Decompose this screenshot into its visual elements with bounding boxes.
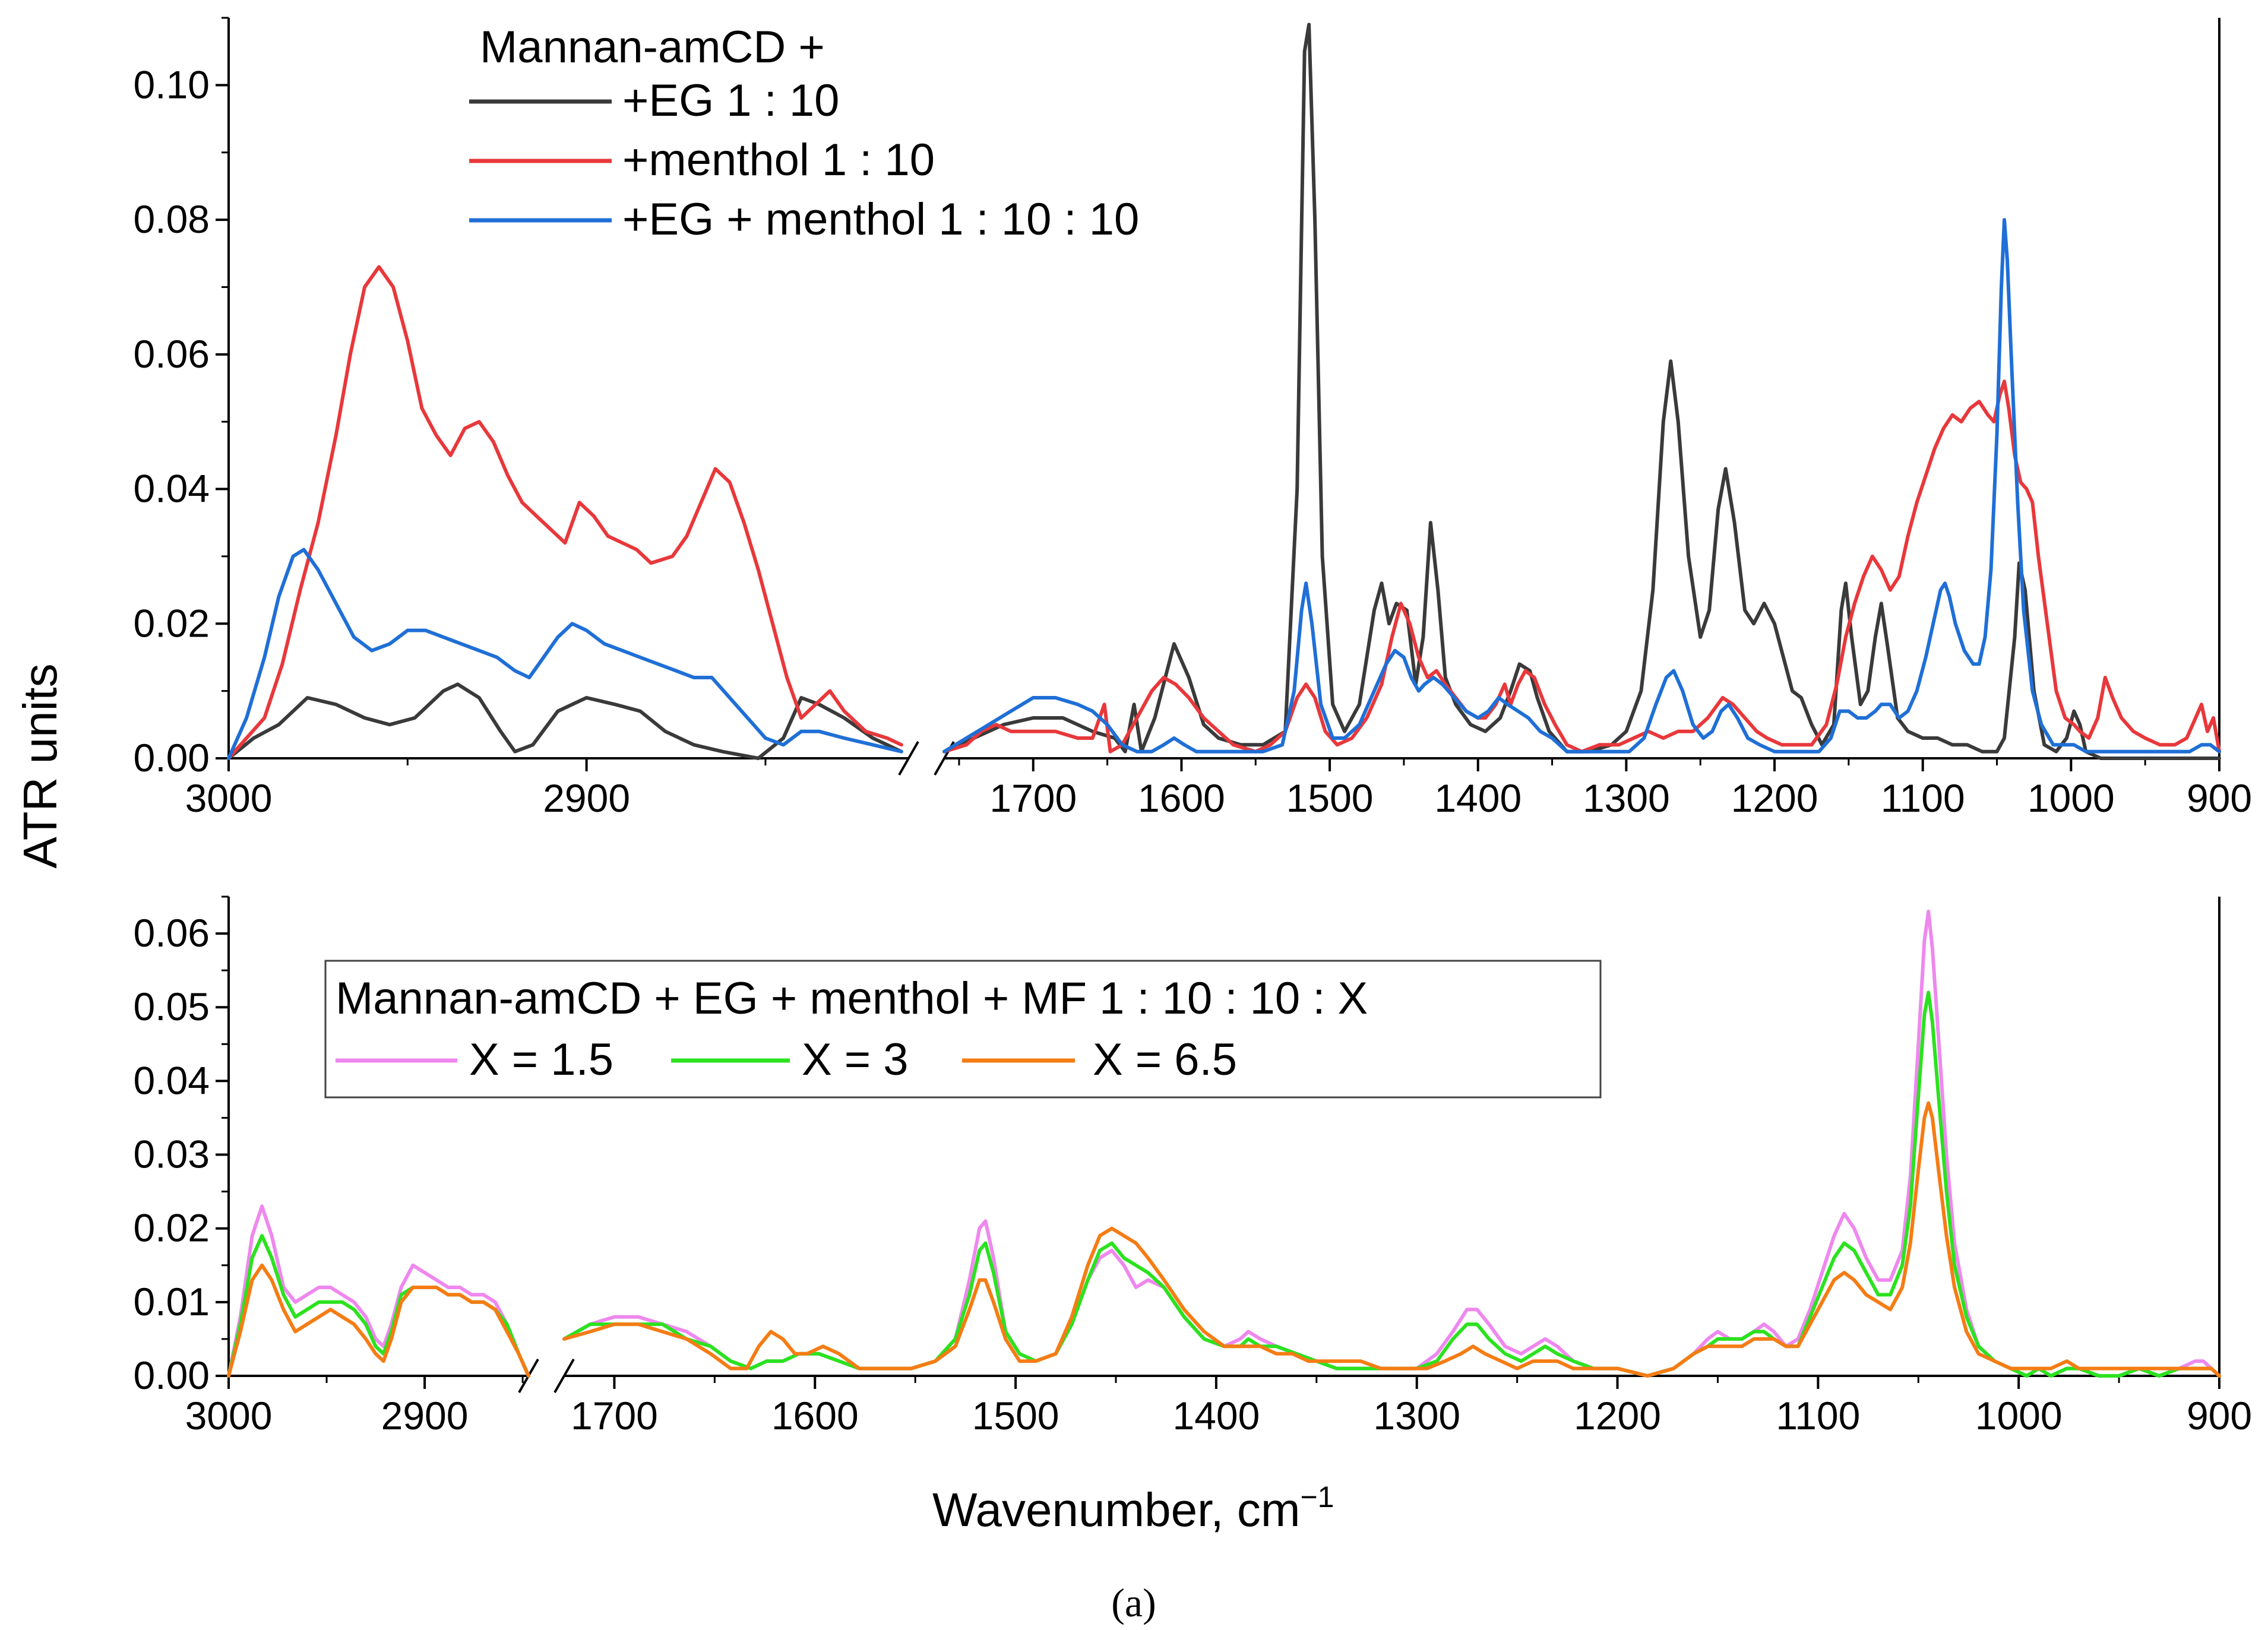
series-line-x6_5 [227,1263,530,1378]
x-tick-label: 1300 [1373,1394,1460,1438]
x-tick-label: 1700 [989,776,1077,820]
x-tick-label: 3000 [185,1394,273,1438]
x-tick-label: 900 [2187,1394,2252,1438]
y-tick-label: 0.00 [134,736,210,780]
axis-break-mark [898,741,919,776]
bottom-panel: 0.00 0.01 0.02 0.03 0.04 0.05 0.06 3000 2900 1700… [134,895,2252,1438]
series-line-eg_menthol [942,218,2221,754]
y-tick-label: 0.08 [134,197,210,241]
series-line-menthol [942,379,2221,754]
x-axis-title-superscript: −1 [1300,1480,1334,1514]
x-tick-label: 1700 [571,1394,658,1438]
y-tick-label: 0.02 [134,601,210,645]
legend-box [324,960,1602,1099]
x-axis-title-main: Wavenumber, cm [932,1483,1300,1536]
series-line-menthol [227,265,903,760]
y-tick-label: 0.01 [134,1280,210,1324]
legend-title: Mannan-amCD + [480,22,825,72]
axis-break-mark [553,1359,575,1393]
y-tick-label: 0.04 [134,467,210,511]
x-tick-label: 1100 [1881,776,1965,820]
x-tick-label: 1000 [2027,776,2115,820]
x-tick-label: 2900 [381,1394,469,1438]
legend-entry: X = 3 [802,1034,909,1085]
legend-entry: +EG + menthol 1 : 10 : 10 [622,194,1139,245]
legend: Mannan-amCD ++EG 1 : 10 +menthol 1 : 10 +E… [469,22,1139,245]
y-tick-label: 0.00 [134,1353,210,1397]
y-tick-label: 0.02 [134,1206,210,1250]
x-tick-label: 1500 [972,1394,1059,1438]
x-tick-label: 1500 [1286,776,1374,820]
legend-title: Mannan-amCD + EG + menthol + MF 1 : 10 :… [336,973,1368,1024]
series-line-eg_menthol [227,547,903,760]
top-panel: 0.00 0.02 0.04 0.06 0.08 0.10 3000 2900 1700 1600… [134,17,2252,820]
x-tick-label: 1000 [1975,1394,2063,1438]
x-tick-label: 1600 [1138,776,1225,820]
series-line-x3 [562,990,2221,1378]
series-line-x1_5 [227,1204,530,1378]
x-tick-label: 1200 [1731,776,1818,820]
y-tick-label: 0.06 [134,911,210,955]
x-tick-label: 1400 [1434,776,1522,820]
legend: Mannan-amCD + EG + menthol + MF 1 : 10 :… [324,960,1602,1099]
legend-entry: X = 1.5 [469,1034,613,1085]
y-axis-title: ATR units [14,663,67,868]
series-line-eg [227,682,903,760]
x-tick-label: 1100 [1776,1394,1860,1438]
x-tick-label: 2900 [543,776,630,820]
x-tick-label: 1400 [1172,1394,1260,1438]
x-tick-label: 1200 [1574,1394,1661,1438]
x-axis-title: Wavenumber, cm−1 [932,1480,1334,1536]
x-tick-label: 1300 [1583,776,1670,820]
y-tick-label: 0.05 [134,985,210,1028]
legend-entry: +menthol 1 : 10 [622,135,935,185]
y-tick-label: 0.06 [134,332,210,376]
y-tick-label: 0.03 [134,1132,210,1176]
y-tick-label: 0.04 [134,1058,210,1102]
x-tick-label: 1600 [771,1394,859,1438]
y-tick-label: 0.10 [134,62,210,106]
legend-entry: X = 6.5 [1093,1034,1237,1085]
figure-caption: (a) [1111,1580,1156,1625]
series-line-x6_5 [562,1101,2221,1378]
x-tick-label: 3000 [185,776,273,820]
legend-entry: +EG 1 : 10 [622,75,839,126]
x-tick-label: 900 [2187,776,2252,820]
